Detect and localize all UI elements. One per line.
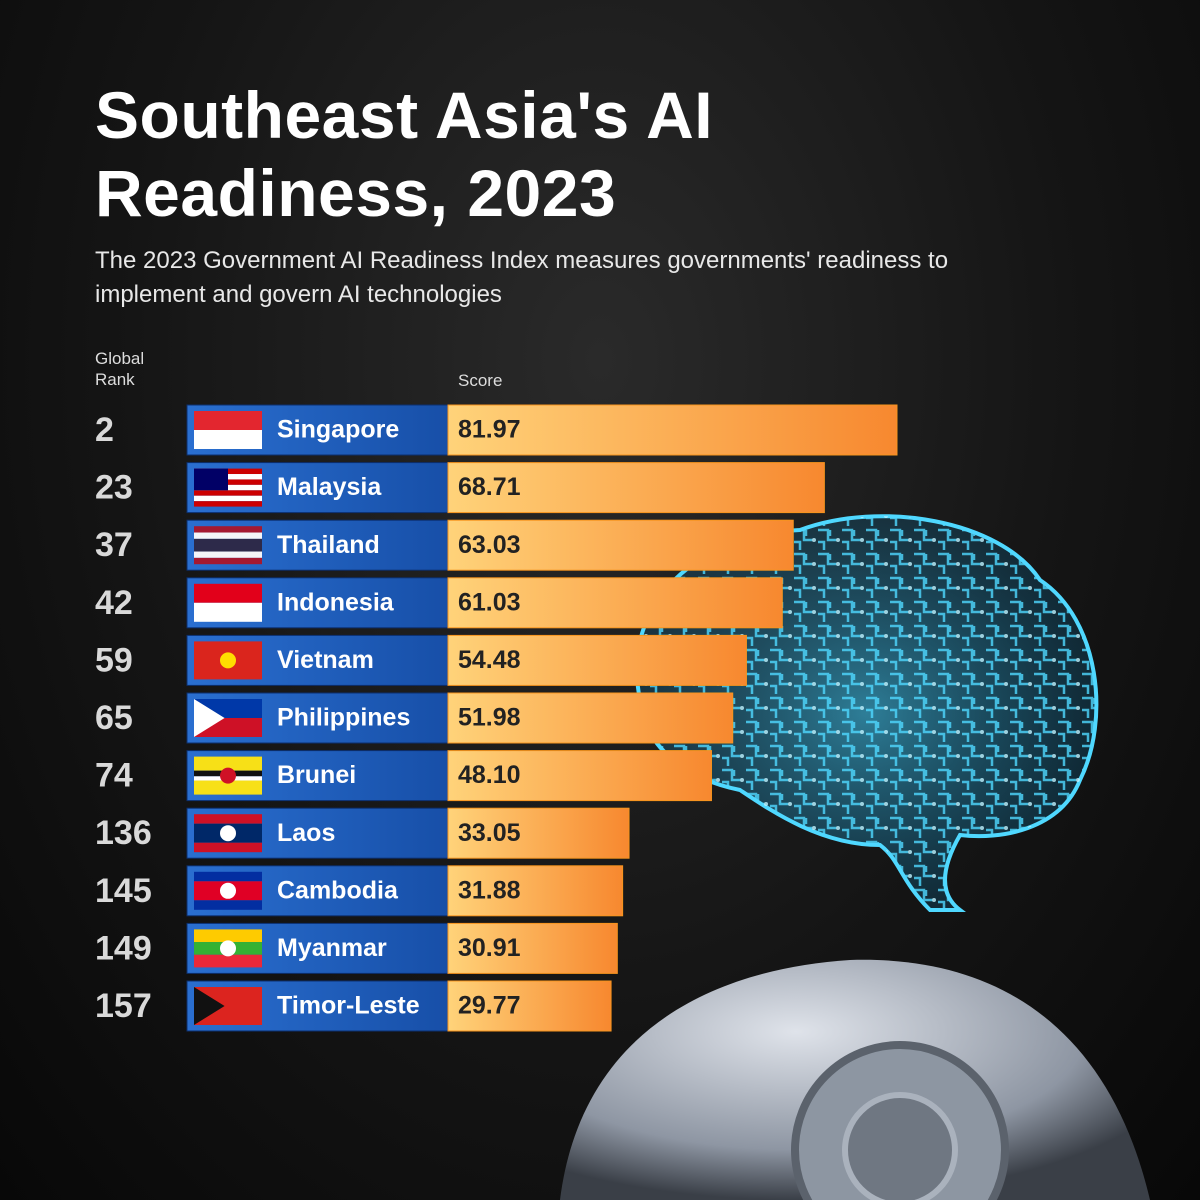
- value-label: 68.71: [458, 473, 521, 501]
- bar: [447, 750, 712, 802]
- value-label: 29.77: [458, 992, 521, 1020]
- country-label: Philippines: [277, 704, 410, 732]
- bar: [447, 922, 618, 974]
- rank-label: 74: [95, 757, 133, 795]
- flag-emblem: [220, 767, 236, 784]
- title: Southeast Asia's AI Readiness, 2023: [95, 78, 714, 230]
- value-label: 48.10: [458, 761, 521, 789]
- value-label: 63.03: [458, 531, 521, 559]
- flag: [194, 929, 262, 968]
- bar: [447, 462, 825, 514]
- value-label: 51.98: [458, 704, 521, 732]
- flag-emblem: [220, 882, 236, 899]
- country-label: Vietnam: [277, 646, 374, 674]
- rank-label: 136: [95, 814, 152, 852]
- rank-label: 145: [95, 872, 152, 910]
- rank-label: 2: [95, 411, 114, 449]
- flag-triangle: [194, 699, 225, 737]
- value-label: 54.48: [458, 646, 521, 674]
- flag: [194, 756, 262, 795]
- rank-label: 37: [95, 526, 133, 564]
- flag-stripe: [194, 780, 262, 795]
- flag: [194, 583, 262, 622]
- flag-stripe: [194, 411, 262, 430]
- bar: [447, 980, 612, 1032]
- value-label: 61.03: [458, 588, 521, 616]
- bar: [447, 519, 794, 571]
- country-label: Timor-Leste: [277, 992, 420, 1020]
- score-header: Score: [458, 371, 503, 390]
- bar: [447, 865, 624, 917]
- flag-stripe: [194, 842, 262, 853]
- flag: [194, 699, 262, 737]
- rank-header: Global Rank: [95, 349, 145, 389]
- country-label: Cambodia: [277, 876, 399, 904]
- flag-emblem: [220, 825, 236, 842]
- flag-stripe: [194, 490, 262, 496]
- value-label: 31.88: [458, 876, 521, 904]
- flag: [194, 871, 262, 910]
- value-label: 30.91: [458, 934, 521, 962]
- flag-stripe: [194, 756, 262, 771]
- flag-stripe: [194, 954, 262, 968]
- country-label: Malaysia: [277, 473, 382, 501]
- rank-label: 149: [95, 929, 152, 967]
- flag-emblem: [220, 652, 236, 669]
- rank-label: 65: [95, 699, 133, 737]
- rank-label: 23: [95, 469, 133, 507]
- country-label: Thailand: [277, 531, 380, 559]
- bar: [447, 692, 734, 744]
- flag: [194, 814, 262, 853]
- flag-stripe: [194, 929, 262, 943]
- flag-stripe: [194, 538, 262, 552]
- flag-stripe: [194, 557, 262, 565]
- flag-stripe: [194, 501, 262, 507]
- country-label: Laos: [277, 819, 335, 847]
- flag: [194, 641, 262, 680]
- flag: [194, 526, 262, 565]
- rank-label: 42: [95, 584, 133, 622]
- bar: [447, 404, 898, 456]
- flag-triangle: [194, 987, 225, 1025]
- bar: [447, 807, 630, 859]
- bar: [447, 577, 783, 629]
- country-label: Brunei: [277, 761, 356, 789]
- flag-stripe: [194, 495, 262, 502]
- rank-label: 59: [95, 641, 133, 679]
- subtitle: The 2023 Government AI Readiness Index m…: [95, 247, 949, 308]
- flag: [194, 987, 262, 1025]
- flag: [194, 468, 262, 507]
- flag-stripe: [194, 900, 262, 910]
- flag-stripe: [194, 526, 262, 533]
- value-label: 81.97: [458, 416, 521, 444]
- country-label: Indonesia: [277, 588, 395, 616]
- flag-stripe: [194, 602, 262, 622]
- flag-stripe: [194, 532, 262, 539]
- flag-stripe: [194, 814, 262, 824]
- flag-stripe: [194, 871, 262, 882]
- bar: [447, 634, 747, 686]
- flag-stripe: [194, 551, 262, 558]
- rank-label: 157: [95, 987, 152, 1025]
- flag-stripe: [194, 430, 262, 449]
- country-label: Myanmar: [277, 934, 387, 962]
- value-label: 33.05: [458, 819, 521, 847]
- robot-head: [560, 959, 1150, 1200]
- flag-canton: [194, 468, 228, 491]
- flag-emblem: [220, 940, 236, 957]
- flag-stripe: [194, 583, 262, 603]
- country-label: Singapore: [277, 416, 399, 444]
- flag: [194, 411, 262, 449]
